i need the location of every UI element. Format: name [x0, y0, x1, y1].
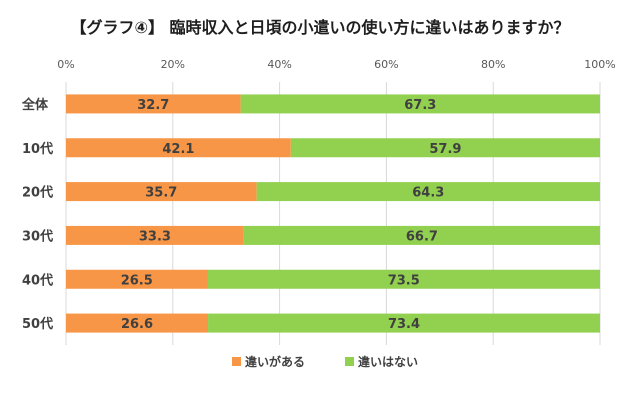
data-label: 26.5 [121, 273, 153, 288]
x-tick-label: 20% [161, 58, 185, 71]
bar-segment-difference [66, 313, 209, 333]
bar-segment-difference [66, 138, 291, 158]
bar-segment-difference [66, 182, 257, 202]
data-label: 57.9 [429, 142, 461, 157]
bar-segment-no-difference [240, 94, 601, 114]
legend-swatch [345, 357, 354, 366]
legend-swatch [232, 357, 241, 366]
data-label: 73.5 [388, 273, 420, 288]
bar-segment-no-difference [208, 313, 600, 333]
data-label: 32.7 [137, 98, 169, 113]
category-label: 50代 [22, 316, 53, 332]
bar-segment-no-difference [256, 182, 600, 202]
category-label: 全体 [21, 97, 49, 113]
bar-segment-difference [66, 225, 244, 245]
category-label: 20代 [22, 185, 53, 201]
data-label: 66.7 [406, 229, 438, 244]
category-label: 10代 [22, 141, 53, 157]
data-label: 64.3 [412, 186, 444, 201]
legend-label: 違いがある [245, 354, 305, 369]
bar-segment-no-difference [207, 269, 600, 289]
bar-segment-no-difference [290, 138, 600, 158]
bar-segment-difference [66, 269, 208, 289]
category-label: 30代 [22, 228, 53, 244]
bar-segment-difference [66, 94, 241, 114]
x-tick-label: 60% [374, 58, 398, 71]
x-tick-label: 80% [481, 58, 505, 71]
data-label: 33.3 [139, 229, 171, 244]
category-label: 40代 [22, 272, 53, 288]
x-tick-label: 40% [267, 58, 291, 71]
chart-title: 【グラフ④】 臨時収入と日頃の小遣いの使い方に違いはありますか？ [70, 18, 570, 37]
data-label: 26.6 [121, 317, 153, 332]
data-label: 67.3 [404, 98, 436, 113]
bar-segment-no-difference [243, 225, 600, 245]
data-label: 42.1 [162, 142, 194, 157]
x-tick-label: 100% [584, 58, 615, 71]
legend-label: 違いはない [358, 354, 418, 369]
x-tick-label: 0% [57, 58, 74, 71]
data-label: 35.7 [145, 186, 177, 201]
data-label: 73.4 [388, 317, 420, 332]
